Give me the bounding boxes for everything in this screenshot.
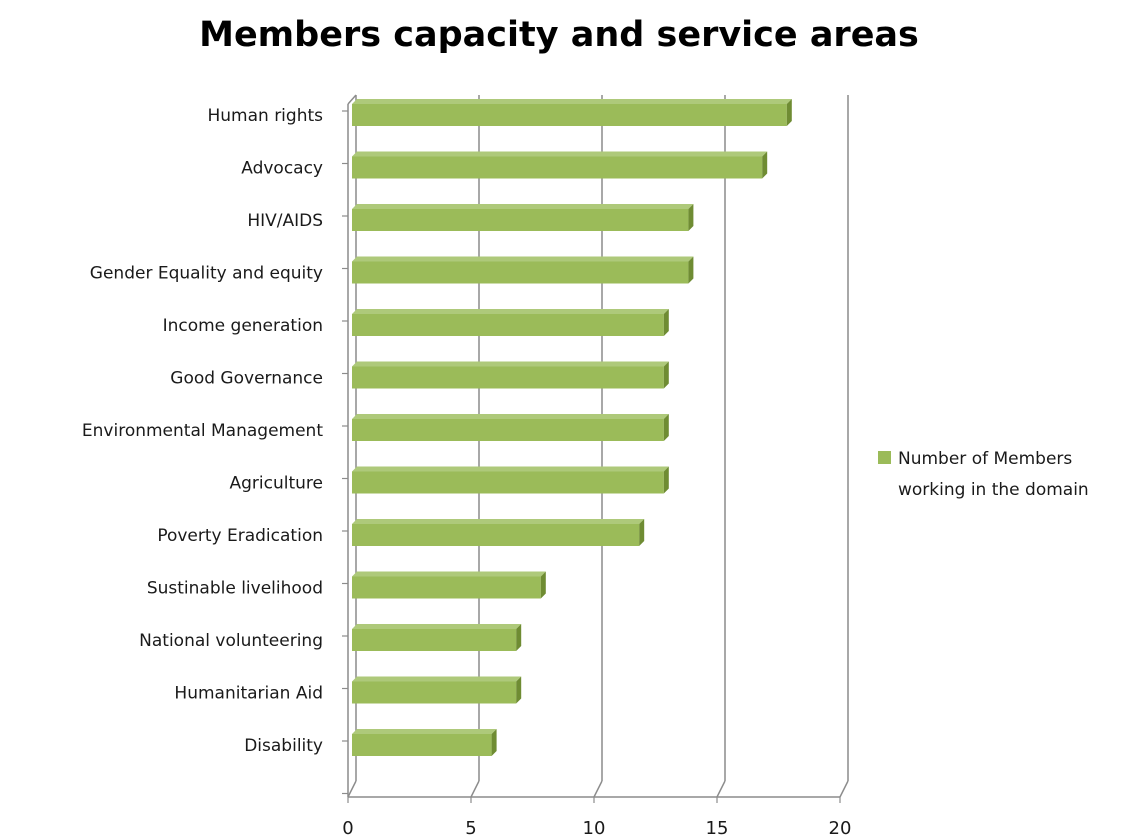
- bar-front: [352, 629, 517, 651]
- bar-top: [352, 414, 669, 419]
- bar-side: [688, 256, 694, 284]
- bar-front: [352, 314, 664, 336]
- bar-front: [352, 681, 517, 704]
- bar: [352, 571, 546, 599]
- floor-line: [716, 780, 726, 798]
- bar: [352, 99, 792, 126]
- bar: [352, 466, 669, 494]
- category-label: Poverty Eradication: [157, 526, 323, 546]
- bar-front: [352, 366, 664, 389]
- bar: [352, 151, 768, 179]
- bar-top: [352, 309, 669, 314]
- bar-front: [352, 419, 664, 441]
- legend-label: Number of Members working in the domain: [898, 449, 1089, 500]
- bar: [352, 361, 669, 389]
- bar-front: [352, 524, 640, 546]
- bar-top: [352, 99, 792, 104]
- bar: [352, 519, 645, 546]
- bar-side: [516, 624, 522, 651]
- bar-front: [352, 156, 763, 179]
- bar: [352, 676, 522, 704]
- x-tick-label: 20: [829, 818, 852, 839]
- category-label: HIV/AIDS: [247, 211, 323, 231]
- bar-side: [762, 151, 768, 179]
- bars: [352, 99, 792, 756]
- bar: [352, 256, 694, 284]
- category-label: Gender Equality and equity: [90, 264, 323, 284]
- category-label: Disability: [244, 736, 323, 756]
- category-label: Sustinable livelihood: [147, 579, 323, 599]
- bar-top: [352, 151, 768, 157]
- x-tick-label: 5: [465, 818, 476, 839]
- bar-front: [352, 104, 787, 126]
- bar: [352, 414, 669, 441]
- bar-top: [352, 624, 522, 629]
- bar-side: [786, 99, 792, 126]
- bar-side: [639, 519, 645, 546]
- x-tick-label: 15: [706, 818, 729, 839]
- bar: [352, 624, 522, 651]
- category-label: Advocacy: [241, 159, 323, 179]
- category-labels: Human rights Advocacy HIV/AIDS Gender Equal…: [82, 106, 323, 756]
- category-label: Income generation: [163, 316, 323, 336]
- bar: [352, 309, 669, 336]
- bar-side: [663, 309, 669, 336]
- bar-side: [663, 466, 669, 494]
- bar-side: [491, 729, 497, 756]
- category-label: National volunteering: [139, 631, 323, 651]
- x-tick-label: 0: [342, 818, 353, 839]
- legend-label-line: Number of Members: [898, 449, 1072, 469]
- bar: [352, 204, 694, 231]
- category-label: Human rights: [207, 106, 323, 126]
- bar-top: [352, 729, 497, 734]
- bar-top: [352, 466, 669, 472]
- floor-line: [347, 780, 357, 798]
- bar-side: [516, 676, 522, 704]
- side-wall-top-edge: [347, 94, 357, 105]
- bar-top: [352, 519, 645, 524]
- legend: Number of Members working in the domain: [878, 449, 1089, 500]
- floor-line: [470, 780, 480, 798]
- legend-swatch: [878, 451, 891, 464]
- bar: [352, 729, 497, 756]
- bar-front: [352, 734, 492, 756]
- bar-front: [352, 471, 664, 494]
- category-label: Environmental Management: [82, 421, 323, 441]
- bar-top: [352, 256, 694, 262]
- bar-side: [663, 414, 669, 441]
- legend-label-line: working in the domain: [898, 480, 1089, 500]
- floor-line: [839, 780, 849, 798]
- bar-front: [352, 261, 689, 284]
- category-label: Good Governance: [170, 369, 323, 389]
- bar-top: [352, 361, 669, 367]
- bar-side: [688, 204, 694, 231]
- bar-top: [352, 204, 694, 209]
- bar-front: [352, 576, 541, 599]
- category-label: Humanitarian Aid: [174, 684, 323, 704]
- x-tick-labels: 0 5 10 15 20: [342, 818, 851, 839]
- bar-front: [352, 209, 689, 231]
- bar-top: [352, 676, 522, 682]
- x-tick-label: 10: [583, 818, 606, 839]
- bar-side: [540, 571, 546, 599]
- chart-title: Members capacity and service areas: [199, 15, 919, 55]
- bar-side: [663, 361, 669, 389]
- category-label: Agriculture: [230, 474, 324, 494]
- bar-top: [352, 571, 546, 577]
- floor-line: [593, 780, 603, 798]
